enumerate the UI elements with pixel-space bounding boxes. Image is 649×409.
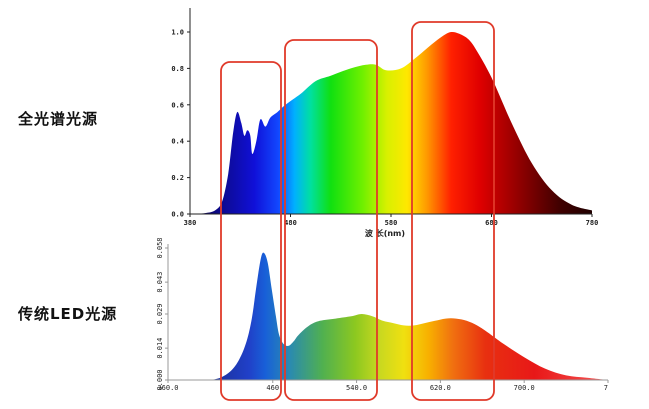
top-x-tick-label: 480: [284, 219, 297, 227]
bottom-y-tick-label: 0.058: [156, 237, 164, 258]
top-y-tick-label: 0.0: [171, 211, 184, 219]
top-x-tick-label: 580: [385, 219, 398, 227]
top-x-tick-label: 780: [586, 219, 599, 227]
top-y-tick-label: 0.2: [171, 174, 184, 182]
top-y-tick-label: 0.6: [171, 101, 184, 109]
top-y-tick-label: 0.8: [171, 65, 184, 73]
highlight-box-blue-region: [220, 61, 282, 401]
bottom-y-tick-label: 0.043: [156, 272, 164, 293]
top-y-tick-label: 0.4: [171, 138, 184, 146]
highlight-box-red-region: [411, 21, 495, 401]
bottom-y-tick-label: 0.000: [156, 369, 164, 390]
led-spectrum-area: [209, 252, 608, 380]
top-x-axis-title: 波 长(nm): [365, 228, 405, 238]
full-spectrum-label: 全光谱光源: [18, 110, 99, 128]
bottom-x-tick-label: 460: [266, 384, 279, 392]
full-spectrum-plot: 0.0 0.2 0.4 0.6 0.8 1.0 380 480 580 680 780 波 长(nm): [171, 8, 598, 238]
highlight-boxes: [220, 21, 495, 401]
top-y-tick-label: 1.0: [171, 29, 184, 37]
highlight-box-green-region: [284, 39, 378, 401]
bottom-x-tick-label: 620.0: [430, 384, 451, 392]
traditional-led-plot: 0.000 0.014 0.029 0.043 0.058 360.0 460 540.0 62…: [156, 237, 609, 392]
bottom-x-tick-label: 540.0: [346, 384, 367, 392]
bottom-x-tick-label: 7: [604, 384, 608, 392]
traditional-led-label: 传统LED光源: [18, 305, 118, 323]
bottom-y-tick-label: 0.029: [156, 303, 164, 324]
top-x-tick-label: 680: [485, 219, 498, 227]
bottom-x-tick-label: 700.0: [514, 384, 535, 392]
top-x-tick-label: 380: [184, 219, 197, 227]
bottom-x-tick-label: 360.0: [157, 384, 178, 392]
bottom-y-tick-label: 0.014: [156, 338, 164, 359]
full-spectrum-area: [190, 31, 592, 214]
